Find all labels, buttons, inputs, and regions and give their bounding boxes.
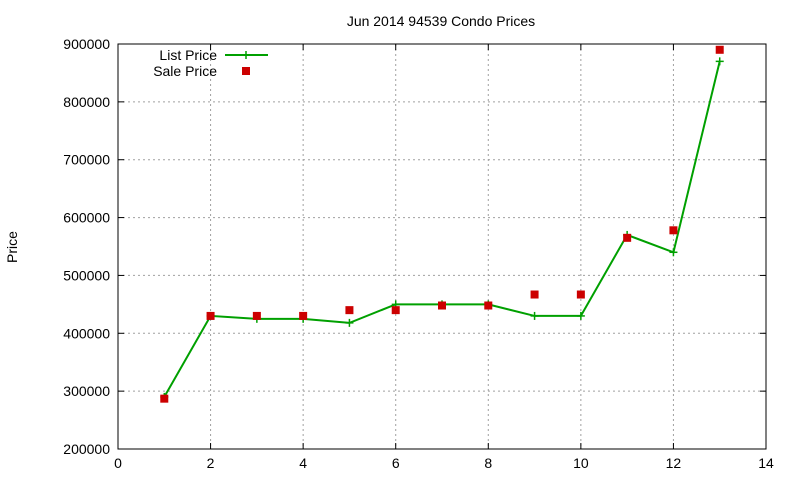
list-price-point (669, 248, 678, 257)
y-axis-label: Price (4, 231, 20, 263)
x-tick-label: 12 (666, 455, 682, 471)
sale-price-point (530, 290, 539, 299)
sale-price-point (715, 45, 724, 54)
y-tick-label: 300000 (63, 383, 110, 399)
x-tick-label: 6 (392, 455, 400, 471)
y-tick-label: 900000 (63, 36, 110, 52)
list-price-point (345, 318, 354, 327)
list-price-point (715, 57, 724, 66)
list-price-point (576, 311, 585, 320)
sale-price-point (623, 233, 632, 242)
x-tick-label: 2 (207, 455, 215, 471)
x-tick-label: 0 (114, 455, 122, 471)
axis-ticks (117, 43, 767, 450)
y-tick-label: 200000 (63, 441, 110, 457)
sale-price-point (160, 394, 169, 403)
sale-price-point (391, 306, 400, 315)
sale-price-point (576, 290, 585, 299)
sale-price-point (438, 301, 446, 310)
sale-price-point (484, 301, 493, 310)
sale-price-point (669, 226, 678, 235)
tick-labels: 0 2 4 6 8 10 12 14 200000 300000 400000 500000 60000… (63, 36, 774, 471)
legend-swatch-square (242, 67, 250, 75)
x-tick-label: 8 (484, 455, 492, 471)
y-tick-label: 500000 (63, 267, 110, 283)
sale-price-point (299, 311, 308, 320)
plot-frame (117, 43, 767, 450)
legend-label: Sale Price (153, 63, 217, 79)
y-tick-label: 700000 (63, 152, 110, 168)
sale-price-point (345, 306, 354, 315)
series-layer (160, 45, 724, 403)
y-tick-label: 800000 (63, 94, 110, 110)
sale-price-point (206, 311, 215, 320)
chart-title: Jun 2014 94539 Condo Prices (347, 13, 535, 29)
legend-label: List Price (159, 47, 217, 63)
x-tick-label: 14 (758, 455, 774, 471)
list-price-line (163, 61, 721, 398)
list-price-point (530, 311, 539, 320)
grid-lines (118, 44, 766, 449)
x-tick-label: 10 (573, 455, 589, 471)
y-tick-label: 400000 (63, 325, 110, 341)
y-tick-label: 600000 (63, 210, 110, 226)
x-tick-label: 4 (299, 455, 307, 471)
sale-price-point (252, 311, 261, 320)
